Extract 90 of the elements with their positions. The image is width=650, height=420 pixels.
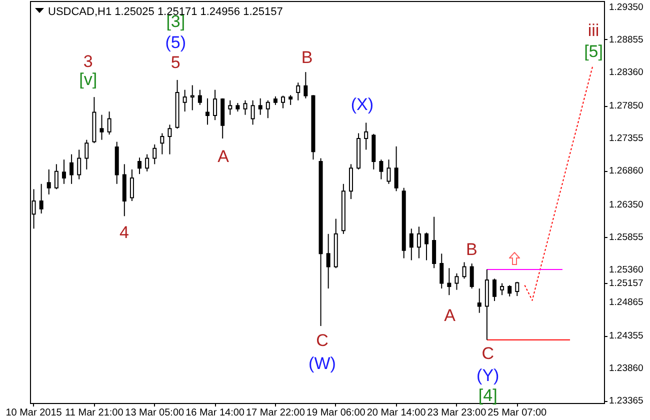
annotation: 5 — [170, 53, 180, 72]
candlestick — [304, 72, 308, 99]
x-tick-label: 23 Mar 23:00 — [427, 408, 487, 418]
x-tick-label: 19 Mar 06:00 — [306, 408, 366, 418]
candlestick — [243, 100, 248, 116]
candlestick — [107, 111, 112, 136]
candlestick — [266, 100, 270, 119]
candlestick — [39, 183, 44, 214]
candlestick — [258, 98, 262, 116]
annotation: (Y) — [476, 366, 500, 385]
candlestick — [145, 154, 150, 172]
candlestick — [515, 281, 520, 297]
candlestick — [152, 144, 157, 165]
annotation: B — [466, 240, 478, 259]
y-tick-label: 1.23860 — [609, 363, 644, 374]
candlestick — [326, 233, 330, 290]
candlestick — [440, 253, 444, 290]
annotation: iii — [588, 21, 600, 40]
candlestick — [46, 168, 51, 195]
candlestick — [205, 98, 210, 126]
candlestick — [160, 132, 164, 155]
candlestick — [77, 149, 82, 180]
y-tick-label: 1.23365 — [609, 396, 644, 407]
candlestick — [447, 268, 452, 296]
candlestick — [281, 95, 286, 109]
candlestick — [432, 216, 436, 269]
candlestick — [100, 114, 104, 140]
candlestick — [213, 89, 218, 121]
annotation: C — [316, 331, 328, 350]
annotation: 3 — [83, 52, 93, 71]
annotation: [v] — [79, 70, 98, 89]
annotation: A — [218, 147, 230, 166]
x-tick-label: 17 Mar 22:00 — [246, 408, 306, 418]
y-tick-label: 1.28855 — [609, 34, 644, 46]
candlestick — [416, 226, 421, 259]
line-series — [524, 66, 594, 301]
candlestick — [364, 122, 368, 150]
x-tick-label: 20 Mar 14:00 — [366, 408, 426, 418]
annotation: C — [482, 344, 494, 363]
candlestick — [198, 89, 202, 106]
candlestick — [462, 262, 466, 280]
y-tick-label: 1.24355 — [609, 330, 644, 342]
annotation: (W) — [308, 354, 336, 373]
y-tick-label: 1.25360 — [609, 264, 644, 276]
candlestick — [130, 168, 134, 202]
candlestick — [424, 232, 429, 261]
candlestick — [62, 159, 66, 184]
x-tick-label: 25 Mar 07:00 — [488, 408, 548, 418]
candlestick — [84, 139, 89, 170]
candlestick — [348, 164, 353, 200]
candlestick — [70, 154, 74, 184]
x-tick-label: 16 Mar 14:00 — [186, 408, 245, 418]
candlestick — [138, 157, 142, 175]
candlestick — [500, 282, 504, 296]
candlestick — [386, 159, 391, 184]
x-tick-label: 10 Mar 2015 — [6, 408, 62, 418]
candlestick — [288, 94, 293, 106]
annotation: (X) — [350, 95, 374, 114]
candlestick — [409, 228, 414, 261]
candlestick — [182, 89, 187, 112]
annotation: B — [301, 48, 313, 67]
y-tick-label: 1.29350 — [609, 2, 644, 13]
y-tick-label: 1.26350 — [609, 199, 644, 210]
y-tick-label: 1.25855 — [609, 232, 644, 243]
annotation: [5] — [584, 42, 603, 61]
candlestick — [296, 82, 300, 101]
y-tick-label: 1.27355 — [609, 133, 644, 144]
annotation: (5) — [165, 33, 186, 52]
y-tick-label: 1.26860 — [609, 166, 644, 177]
annotation: A — [444, 306, 456, 325]
annotation: 4 — [120, 223, 129, 242]
candlestick — [250, 100, 255, 126]
candlestick — [190, 84, 194, 111]
candlestick — [54, 164, 58, 190]
x-tick-label: 11 Mar 21:00 — [65, 408, 124, 418]
x-tick-label: 13 Mar 05:00 — [125, 408, 185, 418]
candlestick — [394, 146, 398, 192]
y-tick-label: 1.25157 — [609, 278, 644, 289]
candlestick — [470, 263, 474, 290]
candlestick — [508, 284, 512, 297]
candlestick — [168, 124, 172, 155]
annotation: [4] — [478, 386, 498, 405]
candlestick — [379, 159, 384, 180]
candlestick — [477, 288, 482, 314]
y-tick-label: 1.24865 — [609, 297, 644, 308]
candlestick — [454, 272, 459, 290]
candlestick — [228, 100, 232, 116]
y-tick-label: 1.28360 — [609, 67, 644, 78]
y-tick-label: 1.27850 — [609, 100, 644, 112]
candlestick — [492, 278, 496, 302]
